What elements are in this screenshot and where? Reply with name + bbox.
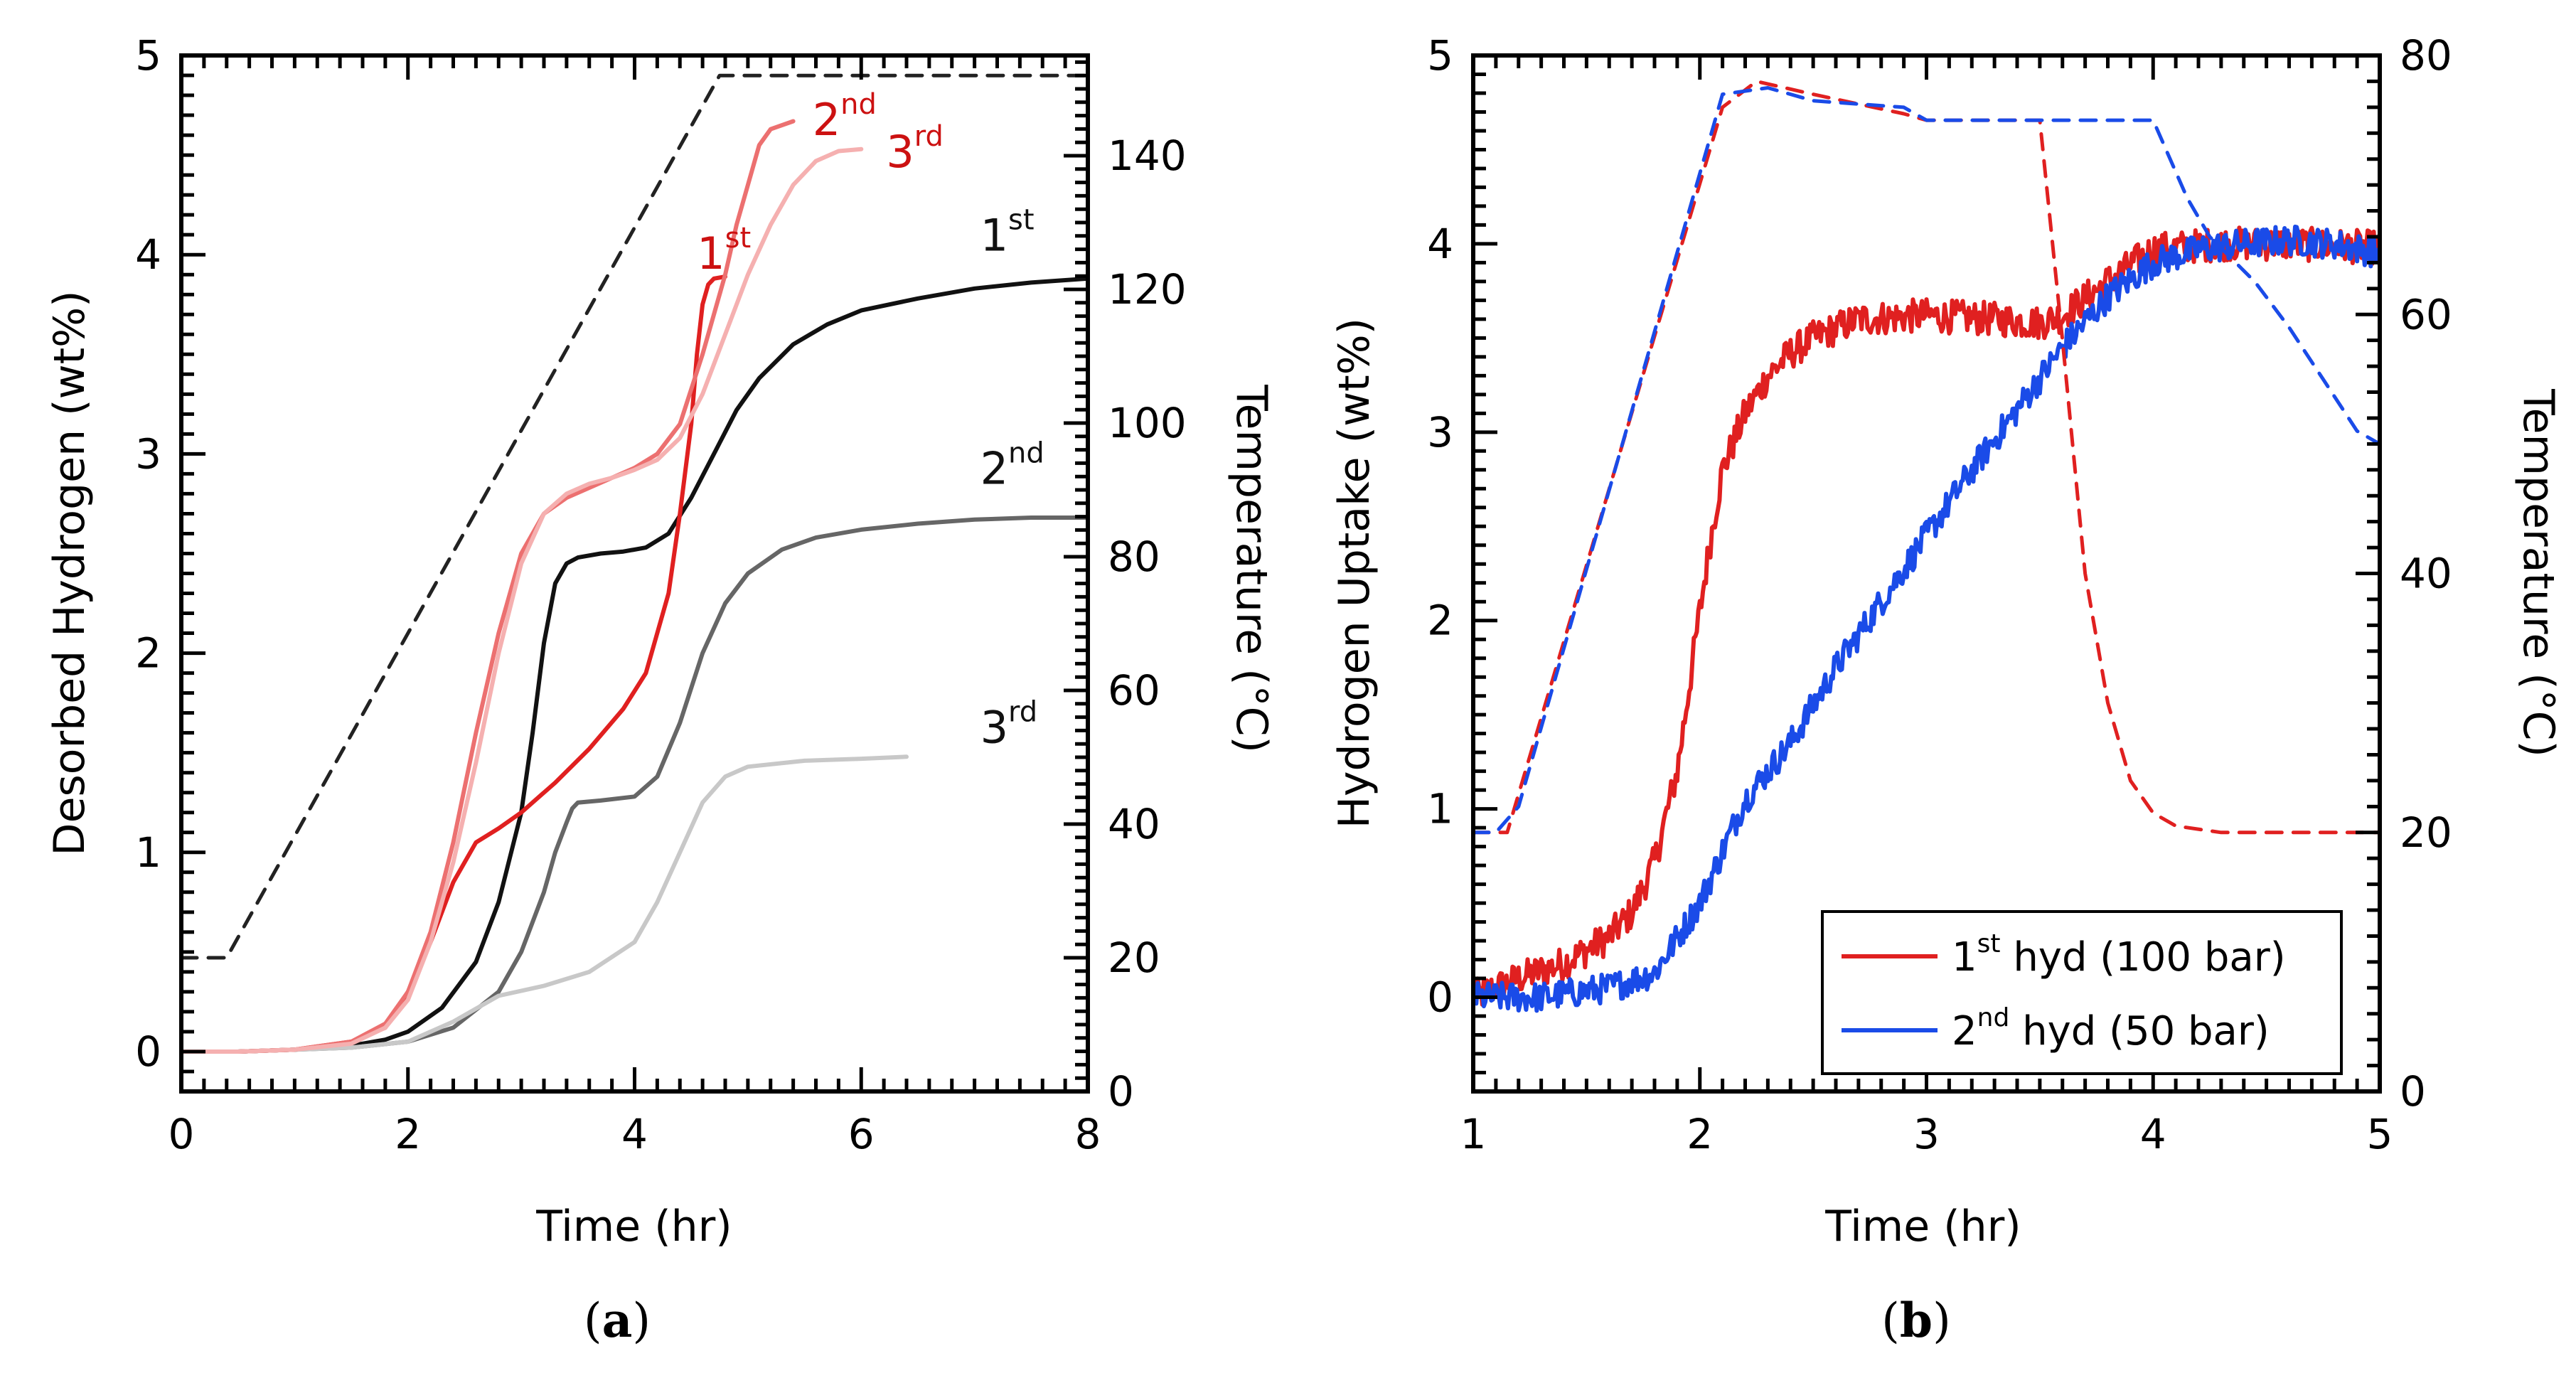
panel-b-legend: 1st hyd (100 bar) 2nd hyd (50 bar) [1821,910,2343,1075]
x-tick-label: 4 [621,1110,648,1158]
y2-tick-label: 60 [1108,666,1160,715]
panel-a-series-layer [181,73,1088,1054]
y-tick-label: 3 [1427,408,1453,456]
y2-tick-label: 100 [1108,399,1187,447]
series-annotation: 2nd [980,437,1044,494]
panel-b-label: (b) [1881,1293,1951,1348]
y2-tick-label: 20 [2400,808,2452,857]
series-line-a-1 [181,515,1088,1054]
y-tick-label: 5 [135,31,161,80]
panel-a-plot-frame [179,53,1090,1094]
y-tick-label: 5 [1427,31,1453,80]
y2-tick-label: 60 [2400,290,2452,338]
panel-b-plot-frame [1471,53,2382,1094]
x-tick-label: 8 [1075,1110,1101,1158]
panel-b-y2-axis-title: Temperature (°C) [2513,388,2563,757]
panel-b-legend-box [1821,910,2343,1075]
y-tick-label: 4 [135,230,161,279]
series-line-a-6 [181,73,1088,960]
y2-tick-label: 80 [1108,533,1160,581]
y2-tick-label: 120 [1108,265,1187,314]
legend-entry: 2nd hyd (50 bar) [1952,1003,2270,1054]
x-tick-label: 0 [169,1110,195,1158]
y2-tick-label: 140 [1108,132,1187,180]
panel-a-ticks-layer [179,53,1090,1094]
y-tick-label: 2 [1427,597,1453,645]
series-line-b-1 [1473,224,2380,1013]
series-line-a-0 [181,276,1088,1054]
y-tick-label: 2 [135,629,161,678]
series-line-b-0 [1473,225,2380,1007]
y-tick-label: 0 [1427,973,1453,1022]
series-line-a-5 [181,146,864,1054]
series-line-a-3 [181,274,727,1054]
y2-tick-label: 20 [1108,934,1160,982]
x-tick-label: 3 [1913,1110,1940,1158]
y2-tick-label: 80 [2400,31,2452,80]
series-annotation: 3rd [886,120,944,178]
panel-a-label: (a) [584,1293,651,1348]
y2-tick-label: 40 [1108,800,1160,848]
series-line-a-4 [181,119,796,1054]
y-tick-label: 0 [135,1027,161,1076]
y2-tick-label: 40 [2400,550,2452,598]
x-tick-label: 6 [848,1110,875,1158]
panel-a-y-axis-title: Desorbed Hydrogen (wt%) [45,290,95,855]
series-line-a-2 [181,754,909,1054]
x-tick-label: 2 [395,1110,421,1158]
panel-a-letter: a [602,1293,633,1348]
y-tick-label: 4 [1427,220,1453,268]
legend-entry: 1st hyd (100 bar) [1952,929,2286,981]
y2-tick-label: 0 [1108,1067,1134,1116]
series-line-b-3 [1473,86,2380,835]
series-line-b-2 [1473,79,2380,835]
x-tick-label: 4 [2140,1110,2166,1158]
y-tick-label: 1 [1427,785,1453,833]
panel-a-x-axis-title: Time (hr) [535,1202,732,1251]
x-tick-label: 2 [1687,1110,1713,1158]
y-tick-label: 1 [135,828,161,877]
series-annotation: 1st [697,222,751,279]
series-annotation: 2nd [813,88,877,146]
x-tick-label: 1 [1460,1110,1487,1158]
panel-a-y2-axis-title: Temperature (°C) [1226,384,1276,753]
series-annotation: 3rd [980,696,1038,754]
panel-b-letter: b [1900,1293,1933,1348]
y-tick-label: 3 [135,429,161,478]
panel-b-series-layer [1473,79,2380,1013]
panel-b-x-axis-title: Time (hr) [1824,1202,2021,1251]
x-tick-label: 5 [2367,1110,2393,1158]
panel-b-y-axis-title: Hydrogen Uptake (wt%) [1330,318,1379,828]
series-annotation: 1st [980,204,1035,262]
y2-tick-label: 0 [2400,1067,2426,1116]
